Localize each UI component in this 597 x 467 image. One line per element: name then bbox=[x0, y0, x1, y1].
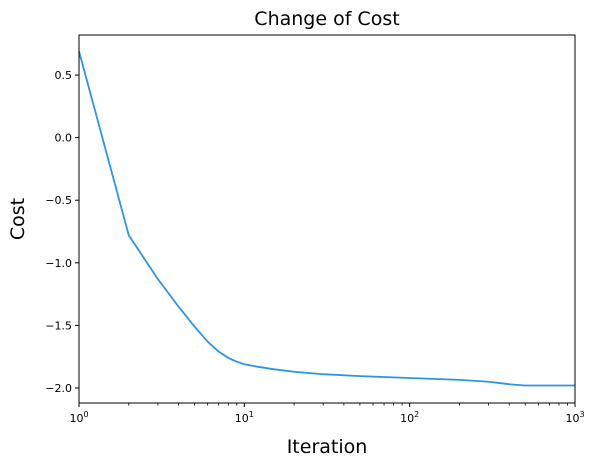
y-tick-label: −2.0 bbox=[45, 382, 72, 395]
x-tick-label: 101 bbox=[235, 410, 254, 425]
x-axis-label: Iteration bbox=[287, 436, 368, 458]
plot-frame bbox=[78, 34, 576, 404]
x-tick-label: 103 bbox=[565, 410, 584, 425]
y-tick-label: −1.0 bbox=[45, 257, 72, 270]
y-tick-label: −0.5 bbox=[45, 194, 72, 207]
y-tick-label: 0.5 bbox=[55, 69, 73, 82]
y-tick-label: 0.0 bbox=[55, 132, 73, 145]
y-tick-label: −1.5 bbox=[45, 319, 72, 332]
chart-title: Change of Cost bbox=[254, 8, 399, 30]
y-axis-label: Cost bbox=[7, 198, 29, 240]
x-tick-label: 102 bbox=[400, 410, 419, 425]
series-line-0 bbox=[78, 51, 575, 387]
x-tick-label: 100 bbox=[69, 410, 88, 425]
